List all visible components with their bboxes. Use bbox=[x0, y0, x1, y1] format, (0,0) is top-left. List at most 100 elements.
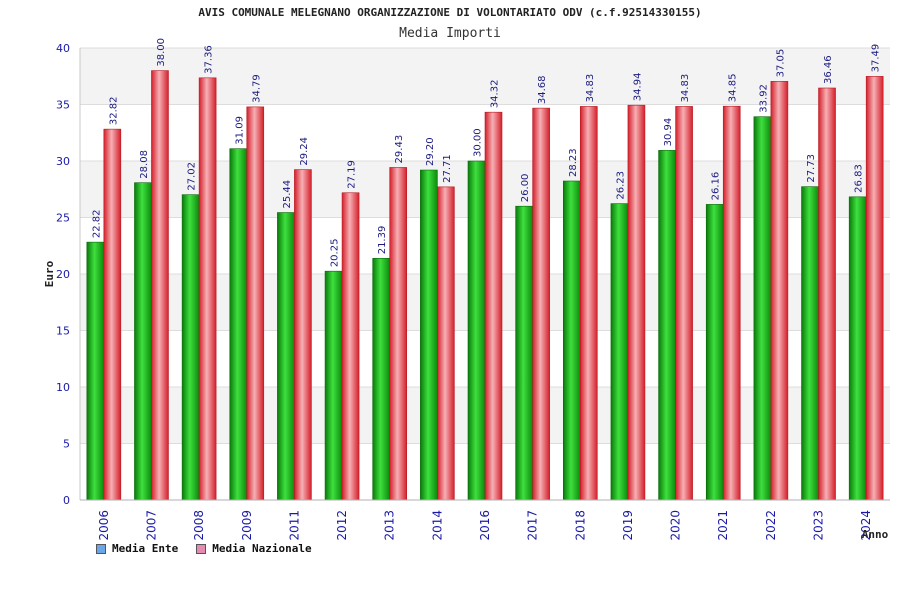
y-tick-label: 20 bbox=[56, 268, 70, 281]
x-tick-label: 2013 bbox=[383, 510, 397, 541]
y-tick-label: 10 bbox=[56, 381, 70, 394]
y-axis-label: Euro bbox=[43, 260, 56, 287]
data-label: 37.36 bbox=[204, 45, 215, 74]
data-label: 28.08 bbox=[139, 150, 150, 179]
data-label: 37.49 bbox=[871, 44, 882, 73]
bar-media-nazionale-2008 bbox=[198, 77, 217, 501]
data-label: 21.39 bbox=[377, 226, 388, 255]
data-label: 37.05 bbox=[775, 49, 786, 78]
legend-swatch-media-nazionale bbox=[196, 543, 207, 554]
bar-media-ente-2016 bbox=[467, 160, 486, 501]
bar-media-ente-2011 bbox=[277, 212, 295, 501]
data-label: 27.73 bbox=[806, 154, 817, 183]
bar-media-ente-2022 bbox=[753, 116, 772, 501]
data-label: 34.68 bbox=[537, 75, 548, 104]
x-tick-label: 2017 bbox=[526, 510, 540, 541]
bar-media-nazionale-2012 bbox=[341, 192, 360, 501]
bar-media-ente-2019 bbox=[610, 203, 629, 501]
data-label: 25.44 bbox=[282, 180, 293, 209]
data-label: 28.23 bbox=[568, 148, 579, 177]
data-label: 27.71 bbox=[442, 154, 453, 183]
data-label: 27.19 bbox=[347, 160, 358, 189]
x-tick-label: 2023 bbox=[812, 510, 826, 541]
data-label: 20.25 bbox=[330, 239, 341, 268]
bar-media-ente-2024 bbox=[848, 196, 867, 501]
bar-media-ente-2020 bbox=[658, 150, 676, 501]
x-axis-label: Anno bbox=[862, 528, 889, 541]
x-tick-label: 2006 bbox=[97, 510, 111, 541]
legend-item-media-nazionale: Media Nazionale bbox=[196, 542, 312, 555]
bar-media-nazionale-2024 bbox=[865, 76, 884, 501]
legend-label-media-ente: Media Ente bbox=[112, 542, 179, 555]
x-tick-label: 2019 bbox=[621, 510, 635, 541]
x-tick-label: 2014 bbox=[430, 510, 444, 541]
x-tick-label: 2020 bbox=[669, 510, 683, 541]
bar-media-ente-2013 bbox=[372, 257, 391, 501]
bar-media-ente-2023 bbox=[801, 186, 819, 501]
legend: Media Ente Media Nazionale bbox=[96, 542, 312, 555]
bar-media-nazionale-2023 bbox=[818, 87, 836, 501]
y-tick-label: 30 bbox=[56, 155, 70, 168]
x-tick-label: 2012 bbox=[335, 510, 349, 541]
data-label: 30.94 bbox=[663, 118, 674, 147]
bar-media-ente-2021 bbox=[705, 204, 724, 501]
data-label: 33.92 bbox=[758, 84, 769, 113]
bar-media-nazionale-2006 bbox=[103, 128, 122, 501]
y-tick-label: 15 bbox=[56, 325, 70, 338]
bar-media-ente-2008 bbox=[181, 194, 200, 501]
bar-media-nazionale-2021 bbox=[722, 105, 741, 501]
x-tick-label: 2016 bbox=[478, 510, 492, 541]
legend-item-media-ente: Media Ente bbox=[96, 542, 178, 555]
chart-subtitle: Media Importi bbox=[399, 26, 501, 41]
y-axis: 0 5 10 15 20 25 30 35 40 bbox=[56, 42, 81, 507]
bar-media-nazionale-2007 bbox=[151, 70, 169, 501]
data-label: 38.00 bbox=[156, 38, 167, 67]
data-label: 34.83 bbox=[680, 74, 691, 103]
bar-media-ente-2018 bbox=[562, 180, 581, 501]
x-axis: 2006 2007 2008 2009 2011 2012 2013 2014 2016 2017… bbox=[80, 499, 890, 541]
x-tick-label: 2024 bbox=[859, 510, 873, 541]
bar-media-nazionale-2016 bbox=[484, 111, 503, 501]
bars: 22.82 32.82 28.08 38.00 27.02 37.36 31.09 34.79… bbox=[86, 38, 884, 501]
x-tick-label: 2008 bbox=[192, 510, 206, 541]
bar-media-nazionale-2009 bbox=[246, 106, 265, 501]
bar-media-ente-2017 bbox=[515, 205, 533, 501]
data-label: 29.20 bbox=[425, 137, 436, 166]
data-label: 29.24 bbox=[299, 137, 310, 166]
x-tick-label: 2007 bbox=[144, 510, 158, 541]
x-tick-label: 2022 bbox=[764, 510, 778, 541]
bar-media-ente-2006 bbox=[86, 241, 105, 501]
data-label: 34.79 bbox=[251, 74, 262, 103]
data-label: 29.43 bbox=[394, 135, 405, 164]
bar-media-nazionale-2020 bbox=[675, 106, 693, 501]
data-label: 34.94 bbox=[632, 73, 643, 102]
bar-media-nazionale-2022 bbox=[770, 81, 789, 501]
y-tick-label: 40 bbox=[56, 42, 70, 55]
data-label: 26.23 bbox=[615, 171, 626, 200]
data-label: 34.32 bbox=[490, 80, 501, 109]
chart-title: AVIS COMUNALE MELEGNANO ORGANIZZAZIONE D… bbox=[198, 6, 701, 19]
legend-swatch-media-ente bbox=[96, 543, 106, 554]
bar-media-nazionale-2013 bbox=[389, 167, 408, 501]
data-label: 31.09 bbox=[234, 116, 245, 145]
x-tick-label: 2009 bbox=[240, 510, 254, 541]
data-label: 27.02 bbox=[187, 162, 198, 191]
bar-media-ente-2007 bbox=[134, 182, 152, 501]
data-label: 36.46 bbox=[823, 55, 834, 84]
data-label: 34.85 bbox=[728, 74, 739, 103]
y-tick-label: 5 bbox=[63, 438, 70, 451]
x-tick-label: 2011 bbox=[287, 510, 301, 541]
y-tick-label: 25 bbox=[56, 212, 70, 225]
bar-media-nazionale-2017 bbox=[532, 107, 550, 501]
data-label: 34.83 bbox=[585, 74, 596, 103]
bar-media-nazionale-2018 bbox=[579, 106, 598, 501]
bar-media-ente-2009 bbox=[229, 148, 248, 501]
data-label: 26.83 bbox=[854, 164, 865, 193]
data-label: 26.00 bbox=[520, 174, 531, 203]
data-label: 30.00 bbox=[473, 128, 484, 157]
data-label: 32.82 bbox=[108, 96, 119, 125]
data-label: 26.16 bbox=[711, 172, 722, 201]
x-tick-label: 2018 bbox=[573, 510, 587, 541]
bar-media-ente-2014 bbox=[420, 169, 438, 501]
